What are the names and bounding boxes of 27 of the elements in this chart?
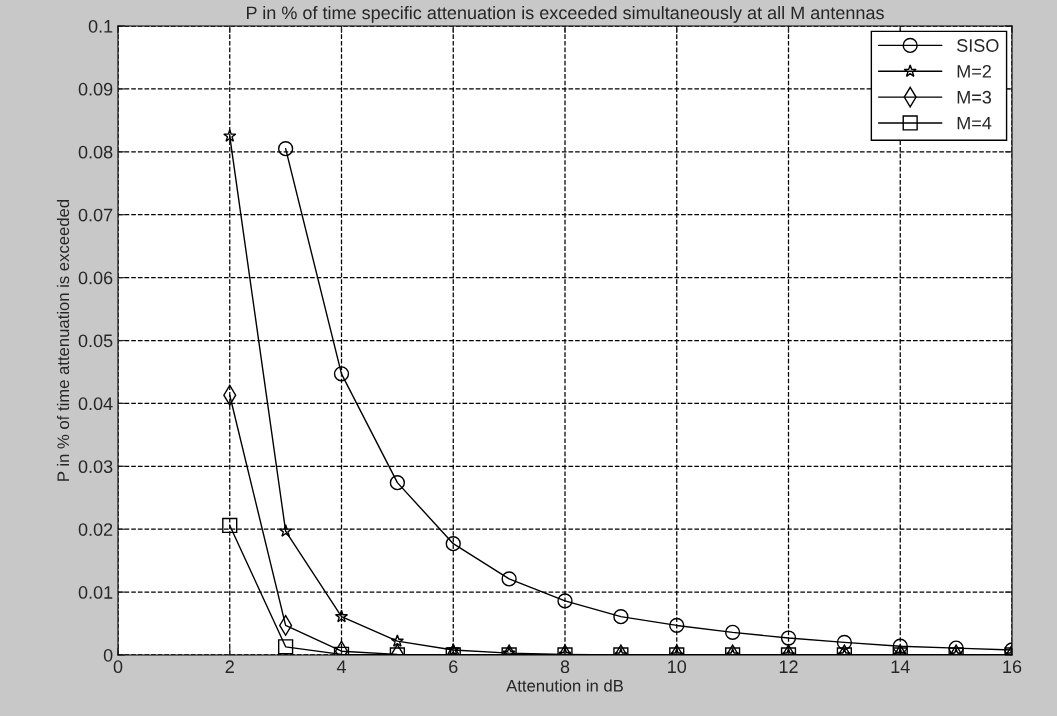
y-tick-label: 0.06 [78,271,113,285]
x-tick-label: 2 [225,660,234,673]
legend-label: SISO [957,39,999,52]
x-tick-label: 6 [449,660,458,674]
x-tick-label: 8 [560,660,570,674]
y-tick-label: 0.1 [88,19,113,33]
chart-title: P in % of time specific attenuation is exceeded simultaneously at all M antennas [247,5,884,23]
x-tick-label: 16 [1003,660,1022,674]
y-tick-label: 0.02 [78,523,113,536]
x-axis-title: Attenution in dB [506,679,623,692]
y-tick-label: 0.01 [78,586,113,599]
x-tick-label: 4 [336,660,346,673]
y-axis-title: P in % of time attenuation is exceeded [56,199,70,481]
x-tick-label: 14 [891,660,910,673]
y-tick-label: 0.04 [78,397,113,411]
y-tick-label: 0.09 [78,82,113,96]
legend-label: M=3 [957,90,992,104]
x-tick-label: 10 [668,660,687,674]
y-tick-label: 0.07 [78,208,113,222]
x-tick-label: 12 [779,660,798,673]
y-tick-label: 0.05 [78,334,113,348]
y-tick-label: 0.08 [78,145,113,159]
y-tick-label: 0.03 [78,460,113,474]
legend-label: M=2 [957,64,991,78]
y-tick-label: 0 [103,648,113,662]
legend-label: M=4 [957,116,992,130]
x-tick-label: 0 [113,660,123,674]
